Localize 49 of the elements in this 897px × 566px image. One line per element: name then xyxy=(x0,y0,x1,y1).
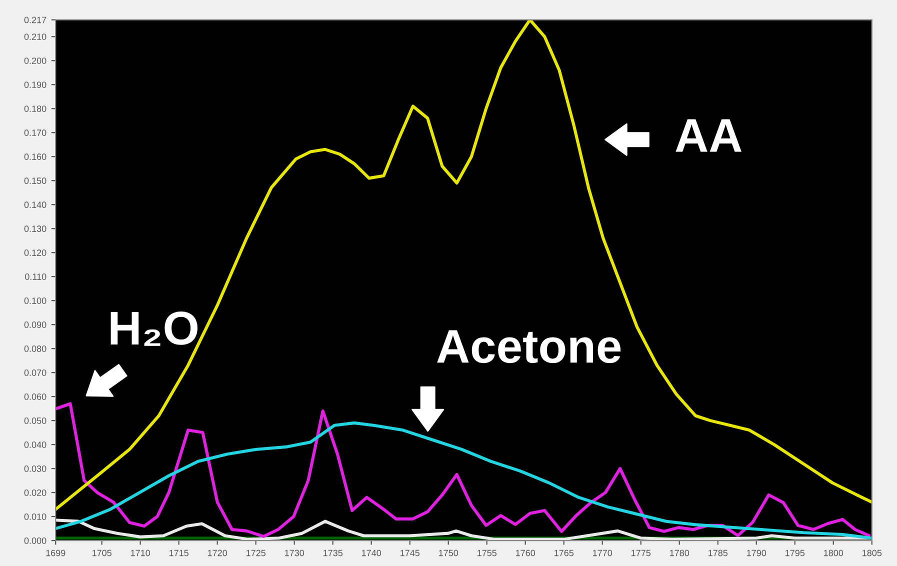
annotation: H₂O xyxy=(110,311,198,346)
x-tick-label: 1699 xyxy=(46,550,66,556)
y-tick-label: 0.050 xyxy=(24,418,46,424)
y-tick-label: 0.160 xyxy=(24,154,46,160)
y-tick-label: 0.020 xyxy=(24,490,46,496)
x-tick-label: 1785 xyxy=(708,550,728,556)
y-tick-label: 0.040 xyxy=(24,442,46,448)
y-tick-label: 0.120 xyxy=(24,250,46,256)
x-tick-label: 1730 xyxy=(284,550,304,556)
x-tick-label: 1765 xyxy=(554,550,574,556)
y-tick-label: 0.180 xyxy=(24,106,46,112)
x-tick-label: 1790 xyxy=(747,550,766,556)
annotation: AA xyxy=(676,119,742,152)
x-tick-label: 1715 xyxy=(169,550,188,556)
x-tick-label: 1780 xyxy=(670,550,690,556)
x-tick-label: 1720 xyxy=(208,550,228,556)
y-tick-label: 0.217 xyxy=(24,16,46,24)
y-tick-label: 0.140 xyxy=(24,202,46,208)
y-tick-label: 0.080 xyxy=(24,346,46,352)
y-tick-label: 0.170 xyxy=(24,130,46,136)
y-tick-label: 0.150 xyxy=(24,178,46,184)
y-tick-label: 0.000 xyxy=(24,537,46,544)
y-tick-label: 0.090 xyxy=(24,322,46,328)
y-tick-label: 0.200 xyxy=(24,58,46,64)
x-tick-label: 1745 xyxy=(400,550,420,556)
x-tick-label: 1800 xyxy=(824,550,844,556)
x-tick-label: 1760 xyxy=(516,550,536,556)
y-tick-label: 0.010 xyxy=(24,514,46,520)
y-tick-label: 0.100 xyxy=(24,298,46,304)
y-tick-label: 0.060 xyxy=(24,394,46,400)
x-tick-label: 1740 xyxy=(362,550,382,556)
y-tick-label: 0.130 xyxy=(24,226,46,232)
y-tick-label: 0.030 xyxy=(24,466,46,472)
y-tick-label: 0.110 xyxy=(25,274,46,280)
x-tick-label: 1710 xyxy=(130,550,150,556)
x-tick-label: 1705 xyxy=(92,550,112,556)
y-tick-label: 0.070 xyxy=(24,370,46,376)
x-tick-label: 1770 xyxy=(593,550,612,556)
x-tick-label: 1725 xyxy=(246,550,266,556)
x-tick-label: 1805 xyxy=(862,550,882,556)
x-tick-label: 1775 xyxy=(632,550,651,556)
x-tick-label: 1750 xyxy=(438,550,458,556)
x-tick-label: 1735 xyxy=(323,550,342,556)
x-tick-label: 1755 xyxy=(478,550,497,556)
line-series xyxy=(56,402,870,538)
y-tick-label: 0.190 xyxy=(24,82,46,88)
annotation: Acetone xyxy=(437,330,621,364)
y-tick-label: 0.210 xyxy=(24,34,46,40)
x-tick-label: 1795 xyxy=(786,550,805,556)
